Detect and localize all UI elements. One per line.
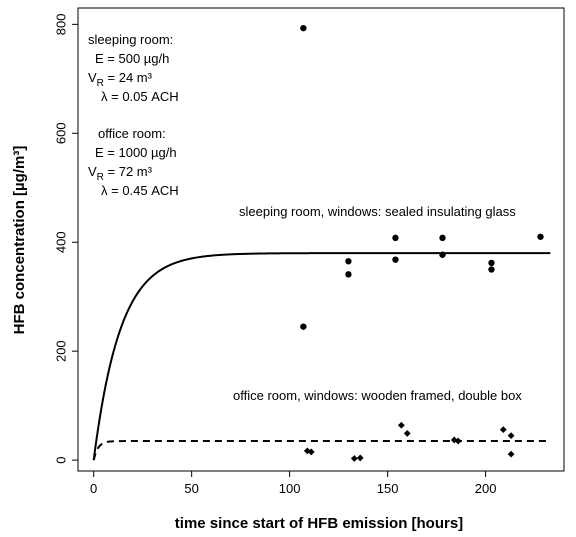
sleeping-room-point [392, 234, 399, 242]
y-tick-label: 800 [53, 13, 68, 35]
office-room-heading: office room: [98, 126, 166, 141]
data-points [300, 24, 544, 462]
sleeping-room-volume: VR = 24 m³ [88, 70, 153, 89]
sleeping-room-point [439, 234, 446, 242]
sleeping-room-point [392, 256, 399, 263]
office-room-curve [92, 440, 551, 461]
sleeping-room-emission: E = 500 µg/h [95, 51, 169, 66]
sleeping-room-point [488, 259, 495, 267]
x-tick-label: 50 [184, 481, 198, 496]
axis-ticks: 0 50 100 150 200 0 200 400 600 800 [53, 13, 496, 496]
model-curves [92, 252, 551, 461]
office-room-point [450, 436, 458, 444]
sleeping-room-point [300, 323, 307, 330]
office-room-point [350, 455, 358, 462]
office-room-annotation: office room: E = 1000 µg/h VR = 72 m³ λ … [88, 126, 179, 198]
sleeping-room-point [488, 266, 495, 273]
office-room-volume: VR = 72 m³ [88, 164, 153, 183]
sleeping-room-point [439, 251, 446, 258]
x-tick-label: 200 [475, 481, 497, 496]
sleeping-room-point [300, 24, 307, 32]
sleeping-room-annotation: sleeping room: E = 500 µg/h VR = 24 m³ λ… [88, 32, 179, 104]
office-room-point [499, 426, 507, 434]
x-tick-label: 100 [279, 481, 301, 496]
y-axis-title: HFB concentration [µg/m³] [11, 146, 28, 335]
office-room-point [454, 437, 462, 445]
y-tick-label: 600 [53, 122, 68, 144]
office-room-emission: E = 1000 µg/h [95, 145, 177, 160]
sleeping-room-point [537, 233, 544, 240]
x-tick-label: 0 [90, 481, 97, 496]
office-room-point [356, 454, 364, 462]
sleeping-curve-label: sleeping room, windows: sealed insulatin… [239, 204, 516, 219]
office-room-point [507, 450, 515, 458]
plot-frame [77, 7, 565, 472]
sleeping-room-curve [92, 252, 551, 461]
y-tick-label: 400 [53, 231, 68, 253]
office-room-point [307, 448, 315, 456]
x-axis-title: time since start of HFB emission [hours] [175, 515, 463, 532]
x-tick-label: 150 [377, 481, 399, 496]
office-room-point [403, 430, 411, 437]
office-room-ach: λ = 0.45 ACH [101, 183, 179, 198]
office-curve-label: office room, windows: wooden framed, dou… [233, 388, 522, 403]
sleeping-room-ach: λ = 0.05 ACH [101, 89, 179, 104]
sleeping-room-point [345, 258, 352, 265]
office-room-point [507, 432, 515, 439]
sleeping-room-heading: sleeping room: [88, 32, 173, 47]
office-room-point [397, 421, 405, 429]
sleeping-room-point [345, 271, 352, 278]
y-tick-label: 200 [53, 340, 68, 362]
y-tick-label: 0 [53, 456, 68, 463]
